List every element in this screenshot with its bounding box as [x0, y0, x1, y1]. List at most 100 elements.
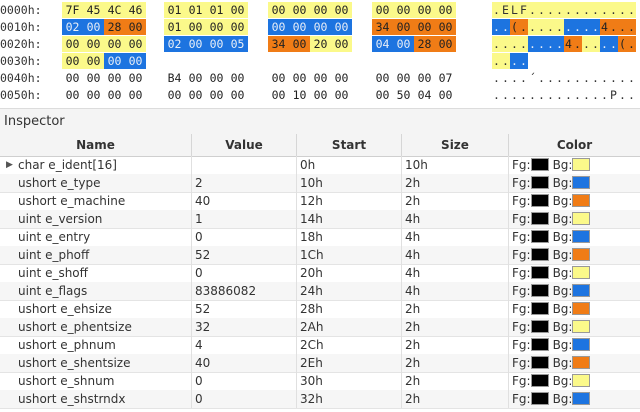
- hex-byte[interactable]: 00: [372, 2, 393, 18]
- table-row[interactable]: ushort e_ehsize 52 28h 2h Fg: Bg:: [0, 300, 640, 319]
- ascii-char[interactable]: .: [492, 36, 501, 52]
- ascii-char[interactable]: .: [519, 53, 528, 69]
- hex-byte[interactable]: 00: [185, 36, 206, 52]
- hex-byte[interactable]: 00: [396, 71, 411, 85]
- hex-byte[interactable]: 01: [185, 2, 206, 18]
- hex-byte[interactable]: 00: [289, 36, 310, 52]
- hex-byte[interactable]: 00: [125, 19, 146, 35]
- table-row[interactable]: ushort e_phnum 4 2Ch 2h Fg: Bg:: [0, 336, 640, 355]
- hex-byte[interactable]: 34: [268, 36, 289, 52]
- ascii-char[interactable]: .: [556, 71, 563, 85]
- hex-byte[interactable]: 00: [104, 53, 125, 69]
- ascii-char[interactable]: .: [528, 36, 537, 52]
- ascii-char[interactable]: .: [574, 88, 581, 102]
- ascii-char[interactable]: .: [492, 19, 501, 35]
- bg-color-swatch[interactable]: [572, 338, 591, 351]
- hex-byte[interactable]: 02: [164, 36, 185, 52]
- hex-byte[interactable]: [268, 53, 289, 69]
- hex-byte[interactable]: 00: [125, 36, 146, 52]
- hex-byte[interactable]: 00: [393, 36, 414, 52]
- table-row[interactable]: ▶ char e_ident[16] 0h 10h Fg: Bg:: [0, 156, 640, 175]
- ascii-char[interactable]: .: [583, 88, 590, 102]
- ascii-char[interactable]: .: [547, 88, 554, 102]
- hex-byte[interactable]: 00: [209, 71, 224, 85]
- ascii-char[interactable]: .: [628, 88, 635, 102]
- ascii-char[interactable]: .: [609, 19, 618, 35]
- ascii-char[interactable]: .: [582, 19, 591, 35]
- ascii-char[interactable]: .: [546, 19, 555, 35]
- hex-byte[interactable]: 00: [331, 2, 352, 18]
- ascii-char[interactable]: .: [565, 71, 572, 85]
- hex-byte[interactable]: 00: [313, 71, 328, 85]
- ascii-char[interactable]: .: [591, 19, 600, 35]
- ascii-char[interactable]: .: [627, 2, 636, 18]
- ascii-char[interactable]: .: [610, 71, 617, 85]
- ascii-char[interactable]: .: [528, 19, 537, 35]
- table-row[interactable]: uint e_flags 83886082 24h 4h Fg: Bg:: [0, 282, 640, 301]
- hex-byte[interactable]: 00: [83, 36, 104, 52]
- hex-byte[interactable]: 00: [268, 19, 289, 35]
- hex-byte[interactable]: 00: [188, 88, 203, 102]
- hex-byte[interactable]: 00: [230, 88, 245, 102]
- hex-byte[interactable]: [227, 53, 248, 69]
- ascii-char[interactable]: .: [618, 2, 627, 18]
- table-row[interactable]: uint e_version 1 14h 4h Fg: Bg:: [0, 210, 640, 229]
- hex-byte[interactable]: 00: [375, 71, 390, 85]
- hex-byte[interactable]: [185, 53, 206, 69]
- hex-byte[interactable]: 00: [86, 88, 101, 102]
- bg-color-swatch[interactable]: [572, 158, 591, 171]
- hex-byte[interactable]: 00: [83, 53, 104, 69]
- hex-byte[interactable]: 02: [62, 19, 83, 35]
- ascii-char[interactable]: .: [592, 71, 599, 85]
- hex-byte[interactable]: 34: [372, 19, 393, 35]
- ascii-char[interactable]: .: [582, 36, 591, 52]
- hex-byte[interactable]: [310, 53, 331, 69]
- ascii-char[interactable]: .: [538, 88, 545, 102]
- hex-byte[interactable]: 00: [313, 88, 328, 102]
- fg-color-swatch[interactable]: [530, 266, 549, 279]
- bg-color-swatch[interactable]: [572, 230, 591, 243]
- ascii-char[interactable]: [546, 53, 555, 69]
- bg-color-swatch[interactable]: [572, 302, 591, 315]
- bg-color-swatch[interactable]: [572, 266, 591, 279]
- hex-byte[interactable]: 00: [331, 36, 352, 52]
- ascii-char[interactable]: [537, 53, 546, 69]
- ascii-char[interactable]: [528, 53, 537, 69]
- ascii-char[interactable]: .: [573, 19, 582, 35]
- ascii-char[interactable]: .: [628, 71, 635, 85]
- fg-color-swatch[interactable]: [530, 284, 549, 297]
- ascii-char[interactable]: .: [573, 36, 582, 52]
- ascii-char[interactable]: .: [537, 36, 546, 52]
- hex-byte[interactable]: 00: [334, 71, 349, 85]
- ascii-char[interactable]: .: [591, 2, 600, 18]
- ascii-char[interactable]: .: [492, 53, 501, 69]
- table-row[interactable]: uint e_phoff 52 1Ch 4h Fg: Bg:: [0, 246, 640, 265]
- hex-byte[interactable]: 00: [167, 88, 182, 102]
- hex-byte[interactable]: 04: [372, 36, 393, 52]
- fg-color-swatch[interactable]: [530, 230, 549, 243]
- fg-color-swatch[interactable]: [530, 212, 549, 225]
- hex-byte[interactable]: 00: [188, 71, 203, 85]
- fg-color-swatch[interactable]: [530, 194, 549, 207]
- hex-byte[interactable]: 00: [209, 88, 224, 102]
- hex-byte[interactable]: 00: [417, 71, 432, 85]
- bg-color-swatch[interactable]: [572, 374, 591, 387]
- ascii-char[interactable]: .: [501, 53, 510, 69]
- hex-byte[interactable]: 00: [107, 71, 122, 85]
- ascii-char[interactable]: .: [592, 88, 599, 102]
- bg-color-swatch[interactable]: [572, 320, 591, 333]
- ascii-char[interactable]: .: [519, 36, 528, 52]
- ascii-char[interactable]: .: [493, 71, 500, 85]
- hex-byte[interactable]: 04: [417, 88, 432, 102]
- hex-byte[interactable]: 4C: [104, 2, 125, 18]
- fg-color-swatch[interactable]: [530, 338, 549, 351]
- fg-color-swatch[interactable]: [530, 248, 549, 261]
- hex-byte[interactable]: 05: [227, 36, 248, 52]
- ascii-char[interactable]: [573, 53, 582, 69]
- hex-byte[interactable]: 10: [292, 88, 307, 102]
- ascii-char[interactable]: .: [546, 36, 555, 52]
- ascii-char[interactable]: .: [511, 71, 518, 85]
- ascii-char[interactable]: .: [501, 36, 510, 52]
- hex-byte[interactable]: 00: [65, 71, 80, 85]
- ascii-char[interactable]: .: [555, 19, 564, 35]
